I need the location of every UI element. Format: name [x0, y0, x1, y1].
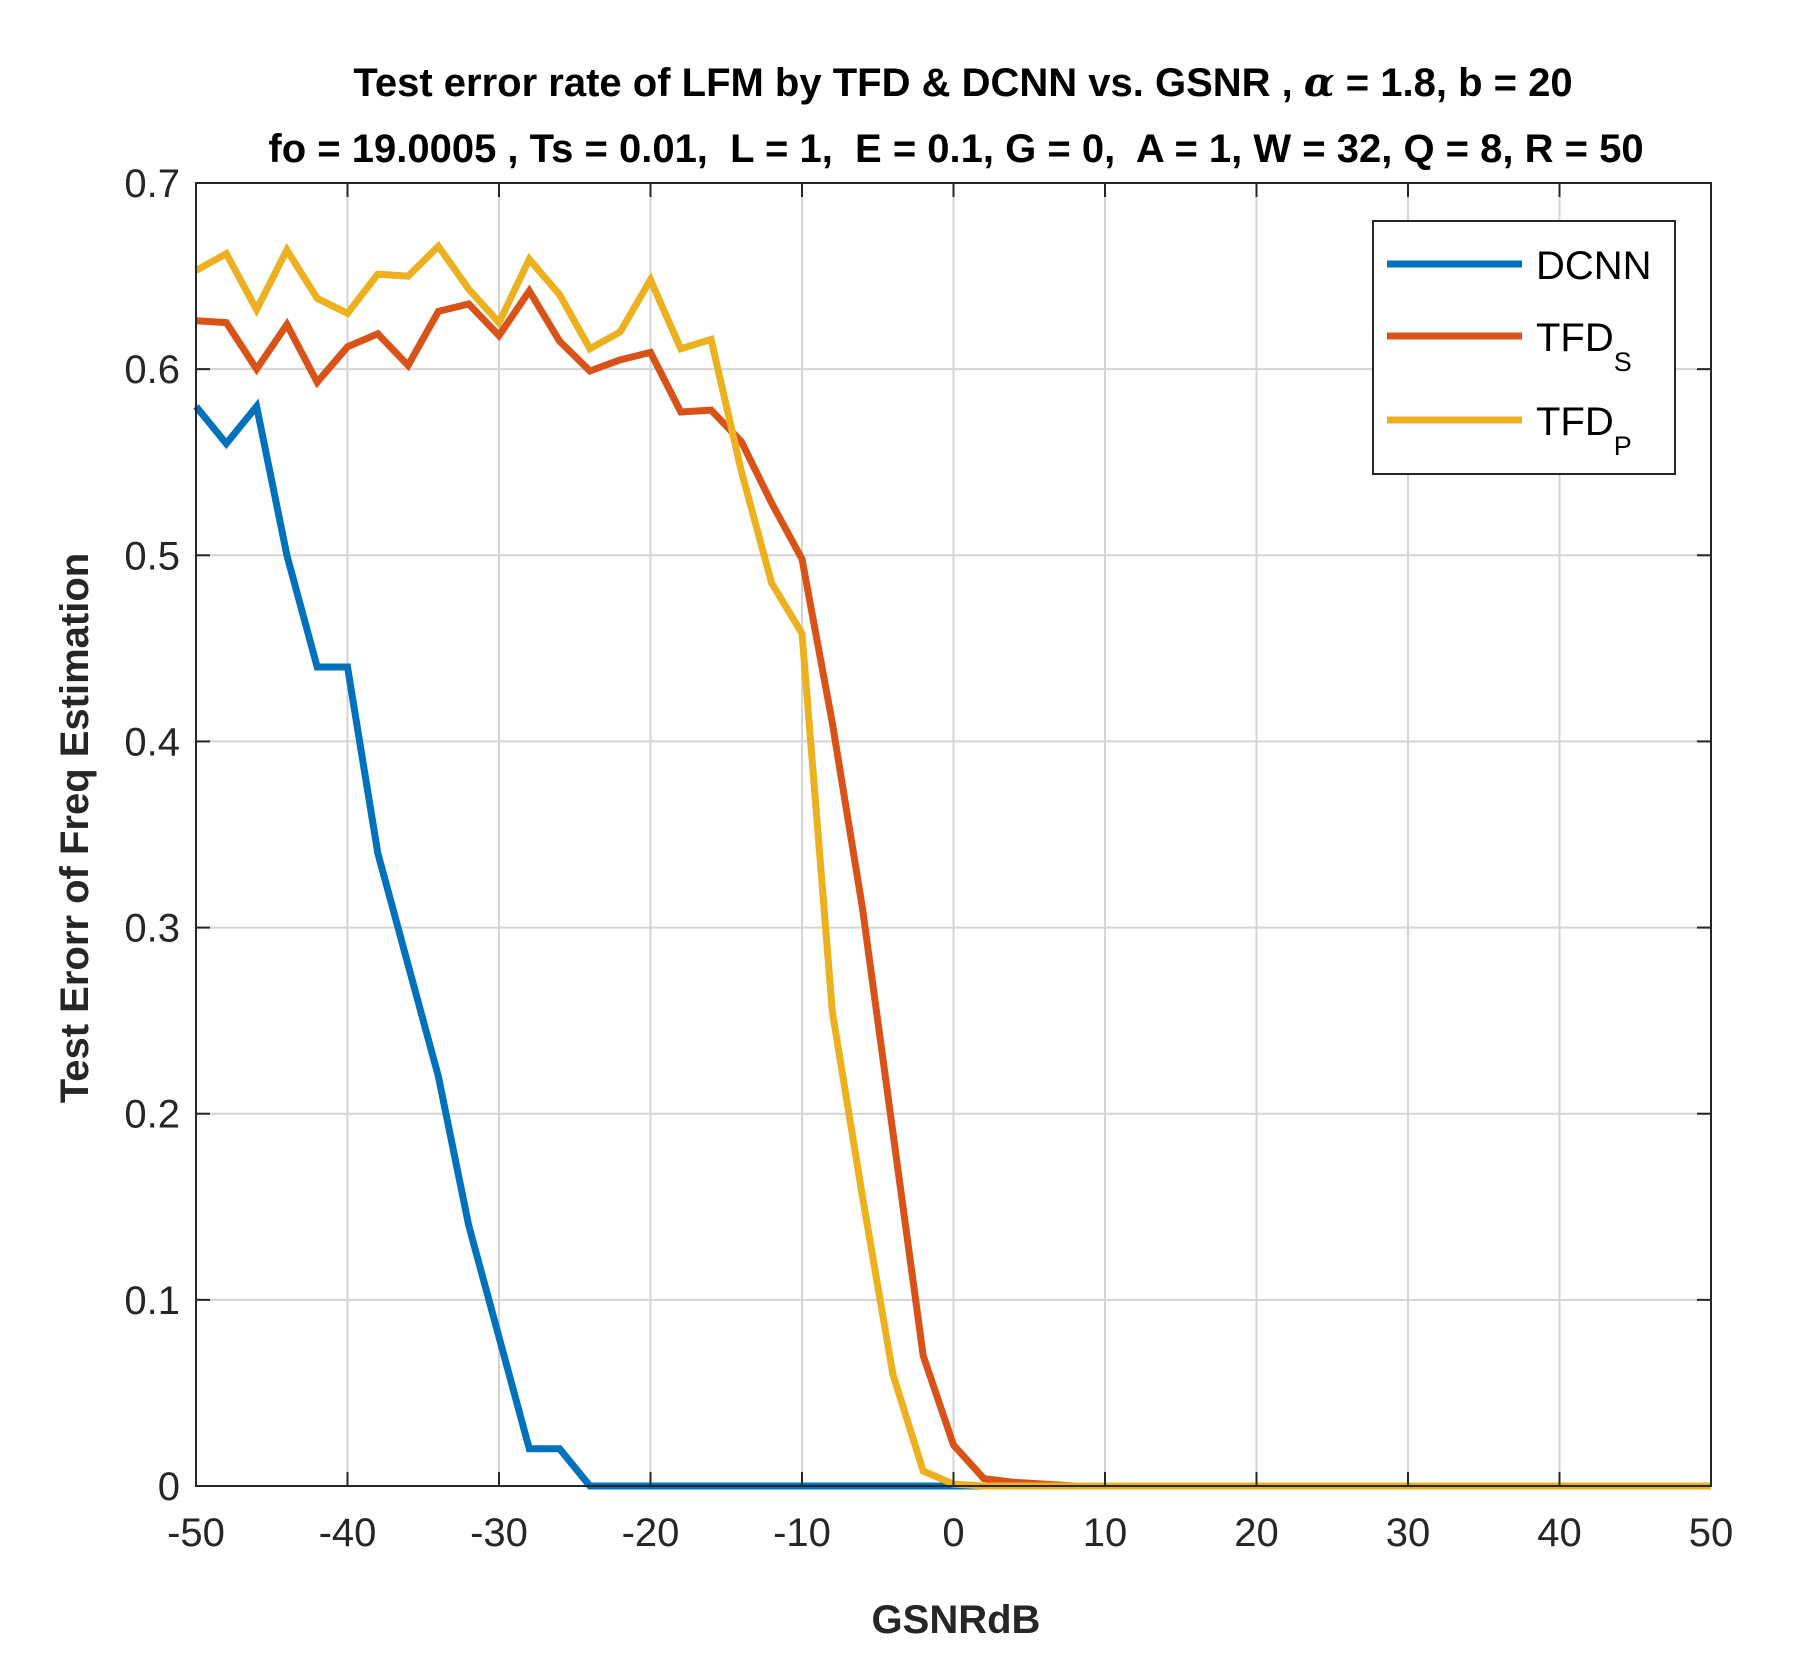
y-tick-label: 0.5 — [124, 534, 180, 578]
x-tick-label: -10 — [773, 1511, 831, 1555]
legend-label-dcnn: DCNN — [1536, 244, 1652, 288]
x-tick-label: -30 — [470, 1511, 528, 1555]
legend: DCNN TFDS TFDP — [1372, 220, 1676, 475]
x-axis-label: GSNRdB — [872, 1598, 1041, 1642]
y-tick-label: 0.6 — [124, 348, 180, 392]
x-tick-label: 10 — [1083, 1511, 1128, 1555]
x-tick-label: 30 — [1386, 1511, 1431, 1555]
x-tick-label: -20 — [622, 1511, 680, 1555]
y-axis-label: Test Erorr of Freq Estimation — [53, 553, 97, 1103]
y-tick-label: 0.1 — [124, 1279, 180, 1323]
x-tick-label: 50 — [1689, 1511, 1734, 1555]
chart-title-line2: fo = 19.0005 , Ts = 0.01, L = 1, E = 0.1… — [268, 127, 1643, 171]
tick-labels: -50 -40 -30 -20 -10 0 10 20 30 40 50 0 0.1 0.2 0.3 0.4 0… — [124, 162, 1733, 1555]
y-tick-label: 0.4 — [124, 720, 180, 764]
legend-label-tfd-p: TFDP — [1536, 400, 1632, 461]
y-tick-label: 0.2 — [124, 1093, 180, 1137]
ticks — [195, 182, 1712, 1487]
y-tick-label: 0.7 — [124, 162, 180, 206]
y-tick-label: 0 — [158, 1465, 180, 1509]
y-tick-label: 0.3 — [124, 907, 180, 951]
x-tick-label: 20 — [1234, 1511, 1279, 1555]
legend-label-tfd-s: TFDS — [1536, 316, 1632, 377]
x-tick-label: -40 — [319, 1511, 377, 1555]
x-tick-label: 0 — [942, 1511, 964, 1555]
x-tick-label: -50 — [167, 1511, 225, 1555]
chart-title-line1: Test error rate of LFM by TFD & DCNN vs.… — [353, 59, 1572, 106]
x-tick-label: 40 — [1537, 1511, 1582, 1555]
